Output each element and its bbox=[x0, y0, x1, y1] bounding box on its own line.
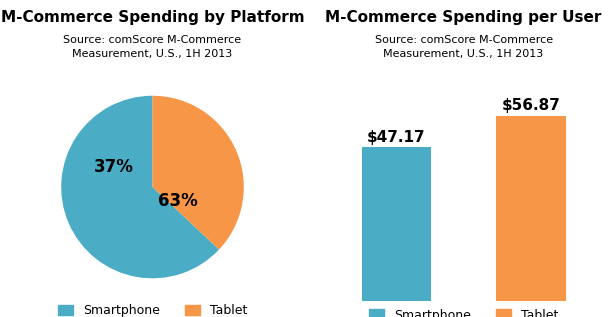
Text: 37%: 37% bbox=[94, 158, 134, 176]
Wedge shape bbox=[61, 96, 219, 278]
Legend: Smartphone, Tablet: Smartphone, Tablet bbox=[364, 304, 563, 317]
Text: 63%: 63% bbox=[158, 192, 198, 210]
Text: Source: comScore M-Commerce
Measurement, U.S., 1H 2013: Source: comScore M-Commerce Measurement,… bbox=[375, 35, 553, 59]
Text: M-Commerce Spending by Platform: M-Commerce Spending by Platform bbox=[1, 10, 304, 24]
Text: $56.87: $56.87 bbox=[501, 98, 560, 113]
Bar bbox=[496, 116, 565, 301]
Text: M-Commerce Spending per User: M-Commerce Spending per User bbox=[325, 10, 602, 24]
Text: Source: comScore M-Commerce
Measurement, U.S., 1H 2013: Source: comScore M-Commerce Measurement,… bbox=[63, 35, 242, 59]
Bar bbox=[362, 147, 431, 301]
Wedge shape bbox=[152, 96, 244, 249]
Legend: Smartphone, Tablet: Smartphone, Tablet bbox=[53, 299, 252, 317]
Text: $47.17: $47.17 bbox=[367, 130, 426, 145]
